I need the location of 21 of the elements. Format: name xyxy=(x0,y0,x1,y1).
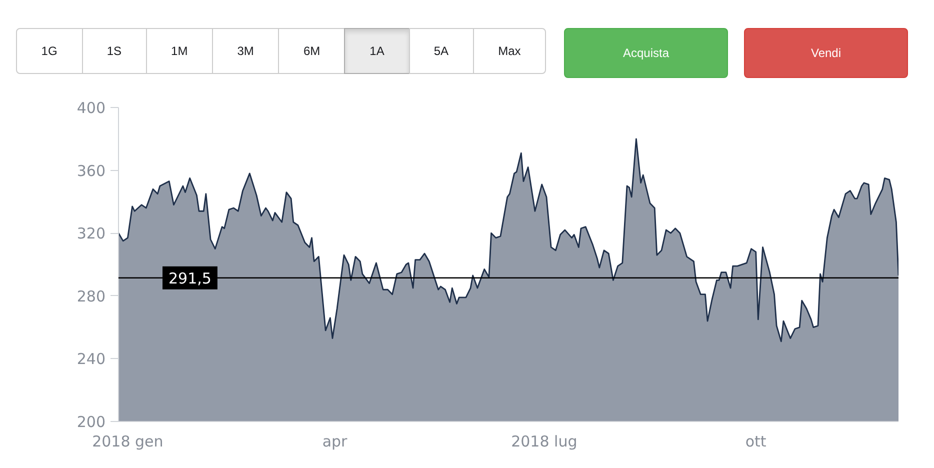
text: 5A xyxy=(408,28,474,74)
text: 1G xyxy=(16,28,83,74)
x-tick-label: ott xyxy=(745,432,766,450)
y-tick-label: 360 xyxy=(76,162,106,180)
text: Acquista xyxy=(564,28,728,78)
text: 3M xyxy=(212,28,280,74)
text: 1S xyxy=(82,28,147,74)
y-tick-label: 400 xyxy=(76,99,106,117)
x-tick-label: 2018 gen xyxy=(92,432,164,450)
x-tick-label: apr xyxy=(322,432,348,450)
text: 1A xyxy=(344,28,410,74)
y-tick-label: 240 xyxy=(76,350,106,368)
text: Vendi xyxy=(744,28,908,78)
ref-line-label: 291,5 xyxy=(168,269,212,288)
text: 1M xyxy=(146,28,213,74)
y-tick-label: 280 xyxy=(76,287,106,306)
y-tick-label: 320 xyxy=(76,224,106,243)
text: 6M xyxy=(278,28,346,74)
text: Max xyxy=(472,28,546,74)
y-tick-label: 200 xyxy=(76,413,106,431)
x-tick-label: 2018 lug xyxy=(511,432,578,450)
